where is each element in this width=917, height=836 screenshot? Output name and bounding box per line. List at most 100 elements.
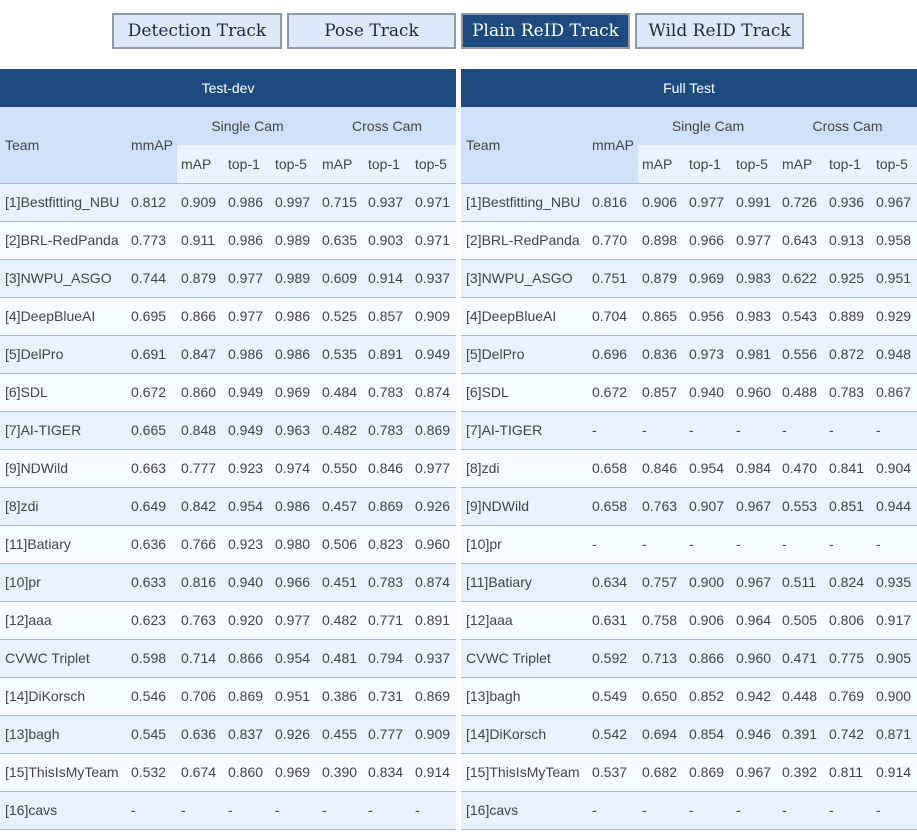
cross-top5-cell: 0.967 [872, 182, 917, 221]
single-map-cell: 0.865 [638, 296, 685, 335]
team-name-cell: [11]Batiary [0, 524, 127, 563]
tab-wild-reid-track[interactable]: Wild ReID Track [635, 13, 804, 49]
cross-top5-cell: 0.971 [411, 220, 457, 259]
table-row: [5]DelPro 0.691 0.847 0.986 0.986 0.535 0.891 0… [0, 334, 457, 373]
tab-detection-track[interactable]: Detection Track [112, 13, 282, 49]
fulltest-panel: Full Test Team mmAP Single Cam Cross Cam… [461, 69, 917, 830]
table-row: [2]BRL-RedPanda 0.773 0.911 0.986 0.989 0.635… [0, 220, 457, 259]
single-map-cell: 0.906 [638, 182, 685, 221]
single-top5-cell: 0.983 [732, 296, 778, 335]
mmap-cell: 0.695 [127, 296, 177, 335]
single-top1-cell: 0.854 [685, 714, 732, 753]
team-name-cell: [15]ThisIsMyTeam [0, 752, 127, 791]
cross-map-cell: 0.726 [778, 182, 825, 221]
single-top5-cell: 0.991 [732, 182, 778, 221]
tab-plain-reid-track[interactable]: Plain ReID Track [461, 13, 630, 49]
testdev-table: Test-dev Team mmAP Single Cam Cross Cam … [0, 69, 457, 830]
single-top5-cell: 0.942 [732, 676, 778, 715]
single-top1-cell: 0.869 [224, 676, 271, 715]
single-map-cell: 0.816 [177, 562, 224, 601]
single-top1-cell: - [685, 790, 732, 830]
mmap-cell: 0.649 [127, 486, 177, 525]
cross-top5-cell: - [411, 790, 457, 830]
team-name-cell: CVWC Triplet [461, 638, 588, 677]
cross-top1-cell: 0.889 [825, 296, 872, 335]
single-top5-cell: 0.926 [271, 714, 318, 753]
single-map-cell: 0.758 [638, 600, 685, 639]
single-map-cell: 0.879 [638, 258, 685, 297]
mmap-cell: 0.770 [588, 220, 638, 259]
team-name-cell: [1]Bestfitting_NBU [0, 182, 127, 221]
single-map-cell: 0.636 [177, 714, 224, 753]
table-row: [11]Batiary 0.636 0.766 0.923 0.980 0.506 0.82… [0, 524, 457, 563]
cross-top1-cell: 0.742 [825, 714, 872, 753]
team-name-cell: [16]cavs [461, 790, 588, 830]
team-name-cell: [13]bagh [461, 676, 588, 715]
single-map-cell: 0.836 [638, 334, 685, 373]
cross-top5-cell: 0.891 [411, 600, 457, 639]
mmap-cell: 0.636 [127, 524, 177, 563]
cross-map-cell: 0.482 [318, 600, 364, 639]
cross-top5-cell: 0.958 [872, 220, 917, 259]
table-row: [15]ThisIsMyTeam 0.532 0.674 0.860 0.969 0.39… [0, 752, 457, 791]
single-top1-cell: 0.954 [224, 486, 271, 525]
cross-top1-cell: 0.771 [364, 600, 411, 639]
team-name-cell: [16]cavs [0, 790, 127, 830]
table-row: [12]aaa 0.631 0.758 0.906 0.964 0.505 0.806 0.9… [461, 600, 917, 639]
cross-top5-cell: 0.909 [411, 296, 457, 335]
table-row: [5]DelPro 0.696 0.836 0.973 0.981 0.556 0.872 0… [461, 334, 917, 373]
cross-map-cell: 0.525 [318, 296, 364, 335]
cross-map-cell: 0.643 [778, 220, 825, 259]
cross-top1-cell: 0.811 [825, 752, 872, 791]
single-map-cell: 0.757 [638, 562, 685, 601]
cross-top1-cell: 0.872 [825, 334, 872, 373]
cross-map-cell: - [318, 790, 364, 830]
mmap-cell: 0.691 [127, 334, 177, 373]
cross-top5-cell: 0.914 [872, 752, 917, 791]
single-map-cell: 0.694 [638, 714, 685, 753]
cross-top5-cell: 0.909 [411, 714, 457, 753]
track-tabs: Detection Track Pose Track Plain ReID Tr… [112, 13, 804, 49]
single-top1-cell: 0.906 [685, 600, 732, 639]
single-top1-cell: 0.940 [685, 372, 732, 411]
cross-map-cell: 0.455 [318, 714, 364, 753]
cross-top1-cell: 0.869 [364, 486, 411, 525]
single-top5-cell: 0.986 [271, 296, 318, 335]
team-name-cell: CVWC Triplet [0, 638, 127, 677]
single-map-cell: 0.909 [177, 182, 224, 221]
cross-top1-cell: 0.783 [364, 372, 411, 411]
cross-top1-cell: - [825, 790, 872, 830]
mmap-cell: 0.672 [127, 372, 177, 411]
mmap-header: mmAP [127, 107, 177, 183]
mmap-cell: 0.696 [588, 334, 638, 373]
map-header: mAP [177, 145, 224, 183]
team-name-cell: [15]ThisIsMyTeam [461, 752, 588, 791]
mmap-cell: 0.816 [588, 182, 638, 221]
cross-top5-cell: 0.929 [872, 296, 917, 335]
tab-pose-track[interactable]: Pose Track [287, 13, 456, 49]
team-name-cell: [9]NDWild [0, 448, 127, 487]
cross-cam-header: Cross Cam [318, 107, 457, 145]
team-name-cell: [2]BRL-RedPanda [0, 220, 127, 259]
team-name-cell: [8]zdi [0, 486, 127, 525]
single-top5-cell: 0.951 [271, 676, 318, 715]
cross-top5-cell: 0.944 [872, 486, 917, 525]
mmap-cell: 0.598 [127, 638, 177, 677]
cross-top1-cell: - [364, 790, 411, 830]
single-top5-cell: 0.969 [271, 372, 318, 411]
table-row: [3]NWPU_ASGO 0.744 0.879 0.977 0.989 0.609 0.9… [0, 258, 457, 297]
table-row: [14]DiKorsch 0.546 0.706 0.869 0.951 0.386 0.7… [0, 676, 457, 715]
single-top1-cell: 0.869 [685, 752, 732, 791]
cross-map-cell: 0.471 [778, 638, 825, 677]
team-name-cell: [11]Batiary [461, 562, 588, 601]
single-top5-cell: 0.986 [271, 486, 318, 525]
single-top1-cell: 0.837 [224, 714, 271, 753]
cross-top1-cell: 0.731 [364, 676, 411, 715]
team-name-cell: [14]DiKorsch [461, 714, 588, 753]
mmap-cell: 0.744 [127, 258, 177, 297]
table-row: CVWC Triplet 0.592 0.713 0.866 0.960 0.471 0.7… [461, 638, 917, 677]
single-top5-cell: 0.984 [732, 448, 778, 487]
single-top1-cell: 0.907 [685, 486, 732, 525]
cross-map-cell: 0.505 [778, 600, 825, 639]
single-top1-cell: 0.940 [224, 562, 271, 601]
